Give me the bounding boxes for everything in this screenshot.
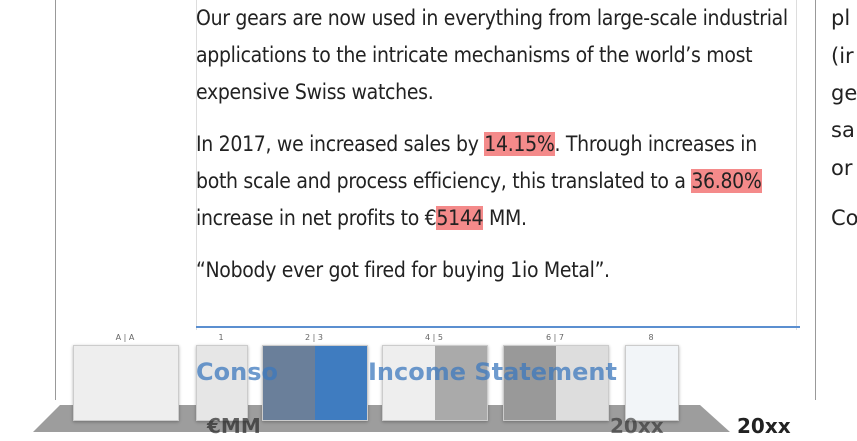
page-edge: [815, 0, 816, 400]
label: €MM: [207, 414, 261, 438]
page-number: A | A: [115, 333, 135, 342]
text: Co: [831, 206, 857, 230]
rule: [196, 326, 800, 328]
page-number: 4 | 5: [425, 333, 443, 342]
thumbnail[interactable]: [73, 345, 179, 421]
thumbnail[interactable]: [196, 345, 248, 421]
page-number: 2 | 3: [305, 333, 323, 342]
text: or: [831, 156, 853, 180]
label: 20xx: [737, 414, 791, 438]
text: Our gears are now used in everything fro…: [196, 6, 788, 104]
paragraph: Our gears are now used in everything fro…: [196, 0, 796, 111]
thumbnail[interactable]: [262, 345, 368, 421]
column-guide: [196, 0, 197, 330]
page-number: 6 | 7: [546, 333, 564, 342]
text: increase in net profits to €: [196, 206, 437, 230]
text: ge: [831, 81, 857, 105]
paragraph: In 2017, we increased sales by 14.15%. T…: [196, 126, 796, 237]
highlight: 36.80%: [691, 169, 762, 193]
page-number: 1: [218, 333, 224, 342]
heading: Conso: [196, 358, 278, 386]
thumbnail[interactable]: [625, 345, 679, 421]
text: MM.: [483, 206, 527, 230]
paragraph: “Nobody ever got fired for buying 1io Me…: [196, 252, 796, 289]
thumbnail[interactable]: [503, 345, 609, 421]
text: “Nobody ever got fired for buying 1io Me…: [196, 258, 610, 282]
text: pl: [831, 6, 851, 30]
column-guide: [796, 0, 797, 330]
text: sa: [831, 118, 855, 142]
text: . Through increases in both scale and pr…: [196, 132, 757, 193]
page-edge: [55, 0, 56, 400]
text: In 2017, we increased sales by: [196, 132, 485, 156]
highlight: 14.15%: [484, 132, 555, 156]
highlight: 5144: [436, 206, 484, 230]
thumbnail[interactable]: [382, 345, 488, 421]
page-number: 8: [648, 333, 654, 342]
heading: Income Statement: [368, 358, 617, 386]
label: 20xx: [610, 414, 664, 438]
text: (ir: [831, 44, 854, 68]
